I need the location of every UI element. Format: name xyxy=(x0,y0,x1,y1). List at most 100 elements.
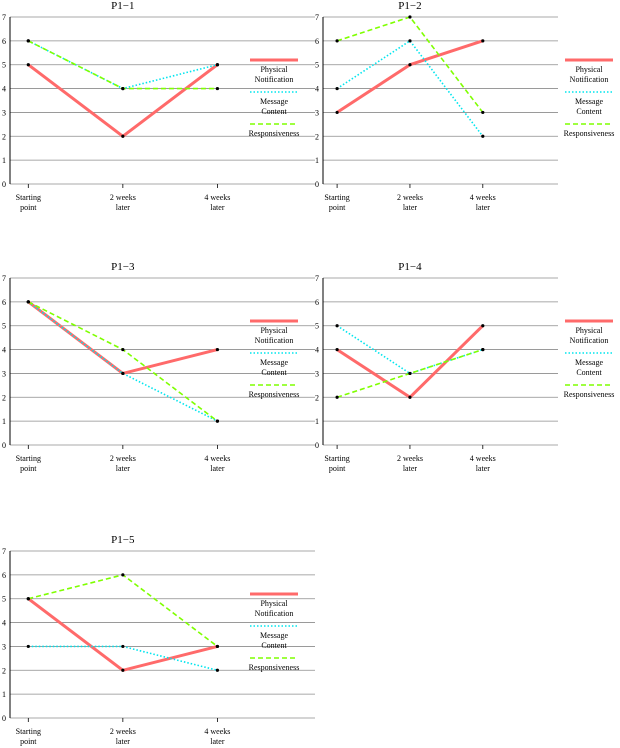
y-tick-label: 2 xyxy=(315,132,319,141)
legend-label-3: Responsiveness xyxy=(249,390,300,399)
data-point-s2 xyxy=(26,644,30,649)
y-tick-label: 7 xyxy=(2,547,6,556)
series-line-1 xyxy=(27,63,219,138)
x-tick-label: 2 weeks later xyxy=(397,454,423,473)
chart-panel-5: 0 1 2 3 4 5 6 7 P1−5 Starting point 2 weeks later 4 w… xyxy=(2,534,315,746)
data-point-s1 xyxy=(335,110,339,115)
data-point-s3 xyxy=(121,347,125,352)
y-tick-label: 1 xyxy=(2,417,6,426)
y-tick-label: 0 xyxy=(315,180,319,189)
data-point-s3 xyxy=(335,39,339,43)
series-line-1 xyxy=(336,39,484,114)
legend: Physical Notification Message Content Respon… xyxy=(564,58,615,138)
data-point-s3 xyxy=(26,597,30,601)
y-tick-label: 1 xyxy=(315,417,319,426)
chart-title: P1−4 xyxy=(398,261,422,273)
legend-label-3: Responsiveness xyxy=(564,129,615,138)
data-point-s2 xyxy=(121,644,125,649)
legend: Physical Notification Message Content Respon… xyxy=(564,319,615,399)
series-line-2 xyxy=(336,325,484,375)
legend-label-2: Message Content xyxy=(575,358,603,377)
data-point-s3 xyxy=(215,86,219,91)
legend: Physical Notification Message Content Respon… xyxy=(249,592,300,672)
x-tick-label: Starting point xyxy=(16,727,41,746)
legend-label-1: Physical Notification xyxy=(570,326,609,345)
legend-label-3: Responsiveness xyxy=(564,390,615,399)
y-tick-label: 6 xyxy=(2,298,6,307)
series-line-2 xyxy=(27,301,218,422)
data-point-s3 xyxy=(408,15,412,19)
data-point-s3 xyxy=(215,644,219,649)
data-point-s1 xyxy=(408,63,412,67)
legend-label-2: Message Content xyxy=(260,631,288,650)
y-tick-label: 5 xyxy=(315,322,319,331)
y-tick-label: 2 xyxy=(2,132,6,141)
legend-label-1: Physical Notification xyxy=(255,326,294,345)
y-tick-label: 3 xyxy=(2,369,6,378)
x-tick-label: 4 weeks later xyxy=(204,454,230,473)
chart-title: P1−2 xyxy=(398,0,421,12)
legend-label-2: Message Content xyxy=(260,358,288,377)
y-tick-label: 6 xyxy=(315,298,319,307)
y-tick-label: 5 xyxy=(2,595,6,604)
data-point-s2 xyxy=(121,371,125,376)
y-tick-label: 4 xyxy=(2,346,6,355)
chart-panel-1: 0 1 2 3 4 5 6 7 P1−1 Starting point 2 weeks later 4 w… xyxy=(2,0,315,212)
y-tick-label: 3 xyxy=(2,108,6,117)
y-tick-label: 4 xyxy=(315,346,319,355)
y-tick-label: 0 xyxy=(315,441,319,450)
data-point-s3 xyxy=(121,573,125,577)
y-tick-label: 0 xyxy=(2,180,6,189)
data-point-s1 xyxy=(26,63,30,67)
y-tick-label: 6 xyxy=(2,37,6,46)
y-tick-label: 2 xyxy=(2,666,6,675)
legend-label-1: Physical Notification xyxy=(255,65,294,84)
data-point-s1 xyxy=(121,668,125,672)
chart-panel-3: 0 1 2 3 4 5 6 7 P1−3 Starting point 2 weeks later 4 w… xyxy=(2,261,315,473)
chart-title: P1−5 xyxy=(111,534,135,546)
data-point-s1 xyxy=(335,347,339,352)
y-tick-label: 1 xyxy=(2,690,6,699)
data-point-s1 xyxy=(481,324,485,328)
series-line-1 xyxy=(27,300,218,375)
x-tick-label: Starting point xyxy=(324,193,349,212)
legend-label-3: Responsiveness xyxy=(249,663,300,672)
chart-title: P1−1 xyxy=(111,0,134,12)
x-tick-label: 4 weeks later xyxy=(204,727,230,746)
data-point-s2 xyxy=(481,134,485,138)
legend-label-2: Message Content xyxy=(575,97,603,116)
y-tick-label: 6 xyxy=(2,571,6,580)
y-tick-label: 7 xyxy=(2,274,6,283)
x-tick-label: 2 weeks later xyxy=(397,193,423,212)
legend-label-2: Message Content xyxy=(260,97,288,116)
data-point-s1 xyxy=(215,347,219,352)
x-tick-label: Starting point xyxy=(16,454,41,473)
x-tick-label: 4 weeks later xyxy=(470,193,496,212)
data-point-s3 xyxy=(481,110,485,115)
x-tick-label: 4 weeks later xyxy=(204,193,230,212)
data-point-s3 xyxy=(408,371,412,376)
series-line-2 xyxy=(336,40,484,137)
series-line-3 xyxy=(28,574,218,648)
data-point-s1 xyxy=(481,39,485,43)
y-tick-label: 2 xyxy=(315,393,319,402)
x-tick-label: 2 weeks later xyxy=(110,454,136,473)
y-tick-label: 7 xyxy=(315,13,319,22)
x-tick-label: Starting point xyxy=(324,454,349,473)
y-tick-label: 5 xyxy=(2,61,6,70)
y-tick-label: 3 xyxy=(315,369,319,378)
data-point-s3 xyxy=(121,86,125,91)
chart-title: P1−3 xyxy=(111,261,135,273)
data-point-s2 xyxy=(215,63,219,67)
y-tick-label: 6 xyxy=(315,37,319,46)
y-tick-label: 0 xyxy=(2,714,6,723)
y-tick-label: 5 xyxy=(2,322,6,331)
y-tick-label: 2 xyxy=(2,393,6,402)
legend: Physical Notification Message Content Respon… xyxy=(249,58,299,138)
data-point-s1 xyxy=(408,395,412,399)
data-point-s2 xyxy=(335,324,339,328)
y-tick-label: 4 xyxy=(2,85,6,94)
data-point-s3 xyxy=(481,347,485,352)
x-tick-label: Starting point xyxy=(16,193,41,212)
